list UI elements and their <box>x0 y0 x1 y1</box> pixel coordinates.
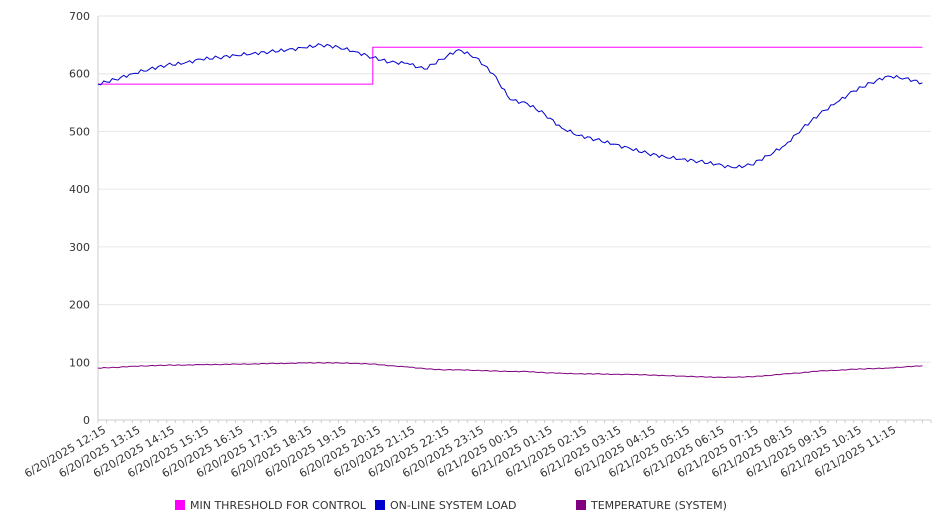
legend-swatch <box>576 500 586 510</box>
legend: MIN THRESHOLD FOR CONTROL ON-LINE SYSTEM … <box>175 499 727 512</box>
series-group <box>97 43 923 379</box>
x-axis: 6/20/2025 12:156/20/2025 13:156/20/2025 … <box>22 419 932 480</box>
legend-entry-label: TEMPERATURE (SYSTEM) <box>590 499 727 512</box>
series-line-1 <box>98 46 923 85</box>
y-tick-label: 0 <box>83 414 90 427</box>
y-tick-label: 700 <box>69 10 90 23</box>
y-tick-label: 400 <box>69 183 90 196</box>
legend-swatch <box>175 500 185 510</box>
series-line-3 <box>97 361 923 379</box>
legend-entry-label: ON-LINE SYSTEM LOAD <box>390 499 516 512</box>
legend-entry-label: MIN THRESHOLD FOR CONTROL <box>190 499 367 512</box>
y-tick-label: 200 <box>69 299 90 312</box>
y-tick-label: 500 <box>69 125 90 138</box>
y-tick-label: 600 <box>69 68 90 81</box>
y-tick-label: 300 <box>69 241 90 254</box>
y-tick-label: 100 <box>69 356 90 369</box>
legend-swatch <box>375 500 385 510</box>
grid <box>98 15 931 421</box>
y-axis: 0 100 200 300 400 500 600 700 <box>69 10 99 427</box>
series-line-2 <box>97 43 923 169</box>
